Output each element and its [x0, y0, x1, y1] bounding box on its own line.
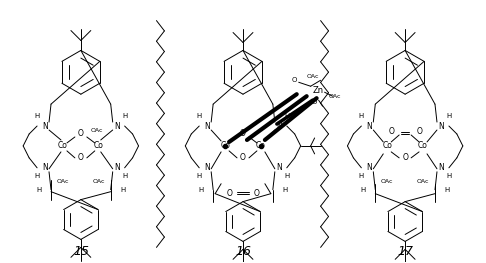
Text: H: H: [446, 173, 451, 179]
Text: Co: Co: [256, 141, 266, 150]
Text: OAc: OAc: [417, 179, 429, 184]
Text: H: H: [199, 187, 204, 193]
Text: O: O: [226, 189, 232, 198]
Text: Co: Co: [418, 141, 428, 150]
Text: H: H: [122, 173, 127, 179]
Text: N: N: [366, 163, 372, 172]
Text: N: N: [42, 163, 48, 172]
Text: H: H: [197, 113, 202, 119]
Text: OAc: OAc: [57, 179, 69, 184]
Text: Co: Co: [58, 141, 68, 150]
Text: O: O: [292, 77, 297, 83]
Text: O: O: [240, 153, 246, 162]
Text: 15: 15: [73, 245, 89, 258]
Text: OAc: OAc: [328, 94, 341, 99]
Text: 17: 17: [397, 245, 413, 258]
Text: O: O: [78, 153, 84, 162]
Text: O: O: [388, 128, 394, 136]
Text: O: O: [240, 129, 246, 139]
Text: H: H: [122, 113, 127, 119]
Text: N: N: [204, 122, 210, 130]
Text: H: H: [197, 173, 202, 179]
Text: N: N: [114, 122, 120, 130]
Text: N: N: [366, 122, 372, 130]
Text: N: N: [438, 163, 444, 172]
Text: 16: 16: [235, 245, 251, 258]
Text: N: N: [276, 122, 282, 130]
Text: H: H: [361, 187, 366, 193]
Text: H: H: [284, 173, 289, 179]
Text: O: O: [254, 189, 260, 198]
Text: Co: Co: [382, 141, 392, 150]
Text: OAc: OAc: [381, 179, 394, 184]
Text: H: H: [359, 173, 364, 179]
Text: N: N: [204, 163, 210, 172]
Text: N: N: [42, 122, 48, 130]
Text: O: O: [416, 128, 422, 136]
Text: H: H: [359, 113, 364, 119]
Text: H: H: [36, 187, 42, 193]
Text: O: O: [402, 153, 408, 162]
Text: Zn: Zn: [313, 86, 324, 95]
Text: OAc: OAc: [306, 74, 319, 79]
Text: H: H: [120, 187, 125, 193]
Text: Co: Co: [220, 141, 230, 150]
Text: OAc: OAc: [90, 128, 103, 133]
Text: O: O: [312, 99, 317, 105]
Text: OAc: OAc: [92, 179, 105, 184]
Text: O: O: [78, 129, 84, 139]
Text: H: H: [284, 113, 289, 119]
Text: N: N: [276, 163, 282, 172]
Text: H: H: [446, 113, 451, 119]
Text: N: N: [438, 122, 444, 130]
Text: H: H: [444, 187, 450, 193]
Text: H: H: [35, 173, 40, 179]
Text: Co: Co: [94, 141, 104, 150]
Text: H: H: [282, 187, 287, 193]
Text: N: N: [114, 163, 120, 172]
Text: H: H: [35, 113, 40, 119]
